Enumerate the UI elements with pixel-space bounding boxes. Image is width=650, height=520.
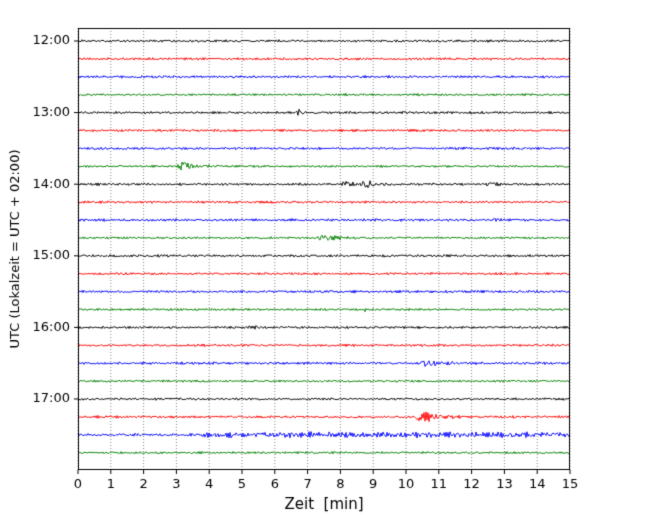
seismogram-figure <box>0 0 650 520</box>
helicorder-canvas <box>0 0 650 520</box>
